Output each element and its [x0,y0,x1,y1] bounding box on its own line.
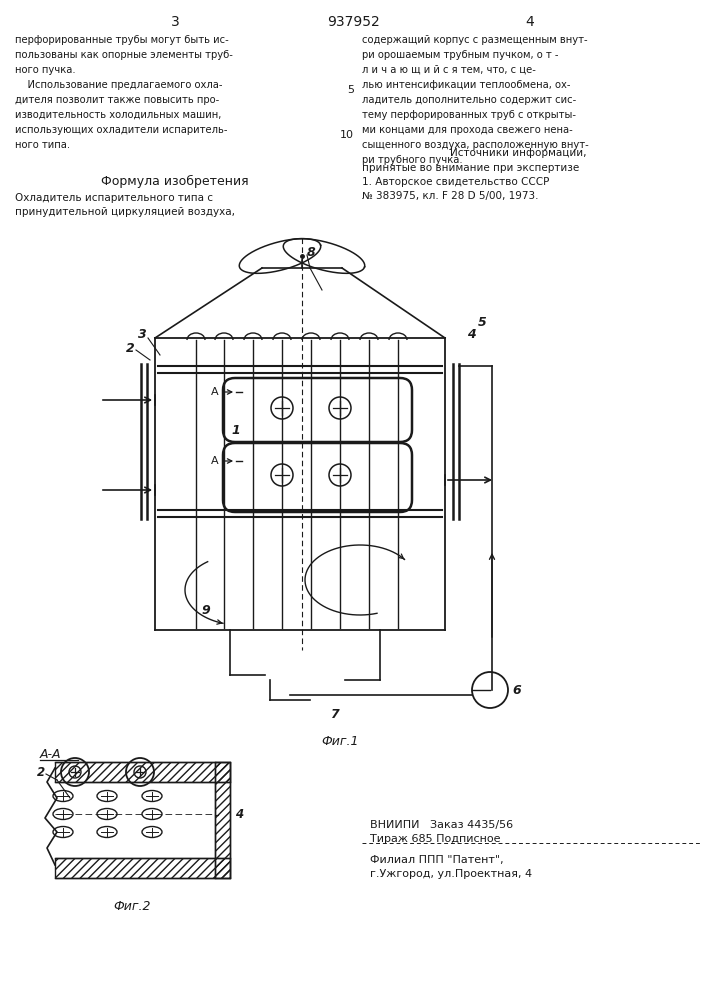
Text: ного пучка.: ного пучка. [15,65,76,75]
Text: 5: 5 [478,316,486,328]
Text: 3: 3 [170,15,180,29]
Text: Фиг.2: Фиг.2 [113,900,151,913]
Text: принудительной циркуляцией воздуха,: принудительной циркуляцией воздуха, [15,207,235,217]
Text: перфорированные трубы могут быть ис-: перфорированные трубы могут быть ис- [15,35,229,45]
Text: принятые во внимание при экспертизе: принятые во внимание при экспертизе [362,163,579,173]
Text: ВНИИПИ   Заказ 4435/56: ВНИИПИ Заказ 4435/56 [370,820,513,830]
Text: ми концами для прохода свежего нена-: ми концами для прохода свежего нена- [362,125,573,135]
Text: 9: 9 [201,603,210,616]
Text: 4: 4 [525,15,534,29]
Text: № 383975, кл. F 28 D 5/00, 1973.: № 383975, кл. F 28 D 5/00, 1973. [362,191,539,201]
Text: сыщенного воздуха, расположенную внут-: сыщенного воздуха, расположенную внут- [362,140,589,150]
Text: Использование предлагаемого охла-: Использование предлагаемого охла- [15,80,223,90]
Text: 6: 6 [512,684,521,696]
Text: ладитель дополнительно содержит сис-: ладитель дополнительно содержит сис- [362,95,576,105]
Bar [55,858,230,878]
Text: дителя позволит также повысить про-: дителя позволит также повысить про- [15,95,219,105]
Text: 10: 10 [340,130,354,140]
Bar [55,762,230,782]
Text: А-А: А-А [40,748,62,761]
Text: Фиг.1: Фиг.1 [321,735,358,748]
Text: 2: 2 [37,766,45,778]
Text: ри трубного пучка.: ри трубного пучка. [362,155,462,165]
Text: 1. Авторское свидетельство СССР: 1. Авторское свидетельство СССР [362,177,549,187]
Text: 1: 1 [231,424,240,436]
Text: ри орошаемым трубным пучком, о т -: ри орошаемым трубным пучком, о т - [362,50,559,60]
Text: Охладитель испарительного типа с: Охладитель испарительного типа с [15,193,213,203]
Bar [215,762,230,878]
Text: A: A [211,456,218,466]
Text: использующих охладители испаритель-: использующих охладители испаритель- [15,125,228,135]
Text: содержащий корпус с размещенным внут-: содержащий корпус с размещенным внут- [362,35,588,45]
Text: 4: 4 [235,808,243,822]
Text: тему перфорированных труб с открыты-: тему перфорированных труб с открыты- [362,110,576,120]
Text: 2: 2 [127,342,135,355]
Text: 7: 7 [330,708,339,722]
Text: Филиал ППП "Патент",: Филиал ППП "Патент", [370,855,503,865]
Text: л и ч а ю щ и й с я тем, что, с це-: л и ч а ю щ и й с я тем, что, с це- [362,65,536,75]
Text: г.Ужгород, ул.Проектная, 4: г.Ужгород, ул.Проектная, 4 [370,869,532,879]
Text: пользованы как опорные элементы труб-: пользованы как опорные элементы труб- [15,50,233,60]
Text: лью интенсификации теплообмена, ох-: лью интенсификации теплообмена, ох- [362,80,571,90]
Text: 3: 3 [139,328,147,342]
Text: изводительность холодильных машин,: изводительность холодильных машин, [15,110,221,120]
Text: 5: 5 [347,85,354,95]
Text: 4: 4 [467,328,476,342]
Text: 8: 8 [307,245,316,258]
Text: A: A [211,387,218,397]
Text: 937952: 937952 [327,15,380,29]
Text: Тираж 685 Подписное: Тираж 685 Подписное [370,834,501,844]
Text: ного типа.: ного типа. [15,140,70,150]
Text: Формула изобретения: Формула изобретения [101,175,249,188]
Text: Источники информации,: Источники информации, [450,148,587,158]
